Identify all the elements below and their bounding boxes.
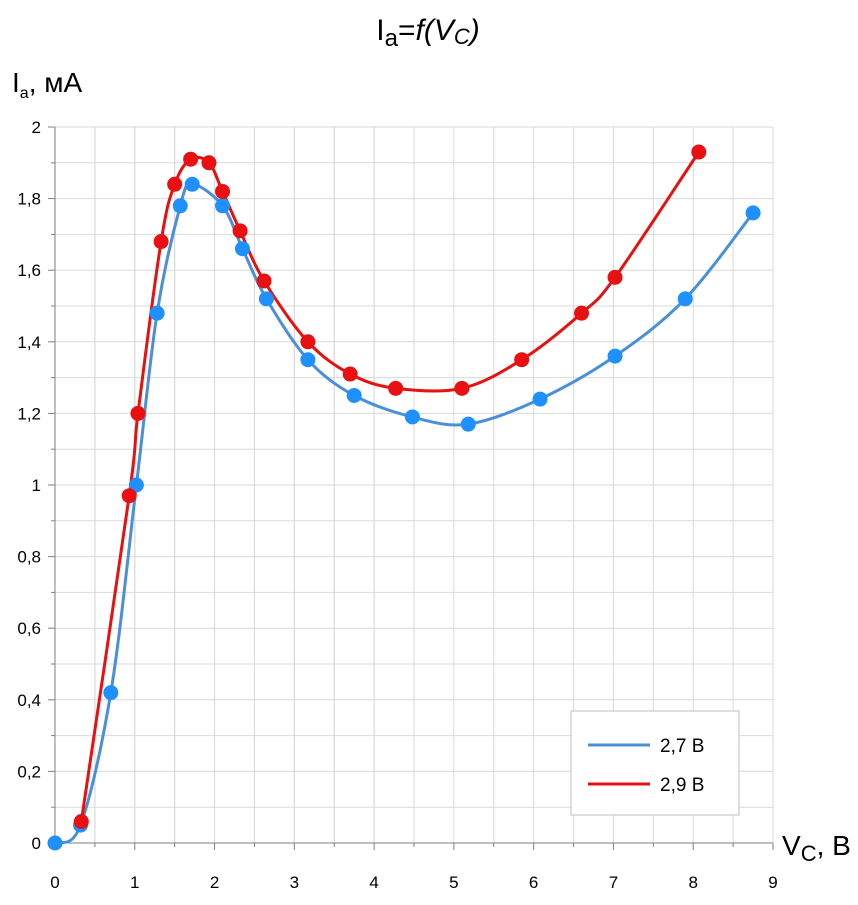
legend-label-series-1: 2,7 В bbox=[660, 736, 704, 757]
data-point-series-1 bbox=[149, 305, 165, 321]
data-point-series-1 bbox=[460, 416, 476, 432]
data-point-series-2 bbox=[691, 144, 707, 160]
data-point-series-2 bbox=[574, 305, 590, 321]
y-axis-title: Ia, мА bbox=[12, 67, 82, 102]
data-point-series-2 bbox=[232, 223, 248, 239]
legend: 2,7 В 2,9 В bbox=[570, 710, 740, 816]
data-point-series-1 bbox=[47, 835, 63, 851]
x-tick-label: 9 bbox=[768, 873, 777, 892]
data-point-series-2 bbox=[183, 151, 199, 167]
data-point-series-2 bbox=[201, 155, 217, 171]
data-point-series-2 bbox=[300, 334, 316, 350]
legend-label-series-2: 2,9 В bbox=[660, 775, 704, 796]
x-axis-title: VC, В bbox=[782, 830, 851, 866]
data-point-series-2 bbox=[130, 405, 146, 421]
legend-box bbox=[570, 710, 740, 816]
data-point-series-2 bbox=[342, 366, 358, 382]
y-tick-label: 0 bbox=[32, 834, 41, 853]
y-tick-label: 1,8 bbox=[17, 190, 41, 209]
x-tick-label: 3 bbox=[290, 873, 299, 892]
data-point-series-2 bbox=[514, 352, 530, 368]
data-point-series-1 bbox=[607, 348, 623, 364]
y-tick-label: 1,4 bbox=[17, 333, 41, 352]
chart-title: Ia=f(VC) bbox=[376, 14, 479, 52]
x-tick-label: 6 bbox=[529, 873, 538, 892]
data-point-series-2 bbox=[454, 380, 470, 396]
x-tick-label: 4 bbox=[369, 873, 378, 892]
data-point-series-1 bbox=[677, 291, 693, 307]
data-point-series-1 bbox=[745, 205, 761, 221]
data-point-series-2 bbox=[121, 488, 137, 504]
x-tick-label: 5 bbox=[449, 873, 458, 892]
axes: 0 0,2 0,4 0,6 0,8 1 1,2 1,4 1,6 1,8 2 0 1 2 3 4 5 6 7 8 9 bbox=[17, 118, 777, 892]
data-point-series-2 bbox=[215, 183, 231, 199]
x-tick-label: 8 bbox=[688, 873, 697, 892]
data-point-series-1 bbox=[404, 409, 420, 425]
data-point-series-2 bbox=[153, 234, 169, 250]
data-point-series-1 bbox=[532, 391, 548, 407]
y-tick-label: 0,8 bbox=[17, 548, 41, 567]
y-tick-label: 1,6 bbox=[17, 261, 41, 280]
y-tick-label: 2 bbox=[32, 118, 41, 137]
y-tick-label: 1 bbox=[32, 476, 41, 495]
data-point-series-2 bbox=[388, 380, 404, 396]
data-point-series-1 bbox=[258, 291, 274, 307]
y-tick-label: 0,2 bbox=[17, 762, 41, 781]
data-point-series-2 bbox=[607, 269, 623, 285]
data-point-series-2 bbox=[256, 273, 272, 289]
x-tick-label: 0 bbox=[50, 873, 59, 892]
y-tick-label: 0,4 bbox=[17, 691, 41, 710]
y-tick-label: 0,6 bbox=[17, 619, 41, 638]
data-point-series-1 bbox=[346, 388, 362, 403]
data-point-series-2 bbox=[73, 814, 89, 830]
x-tick-label: 2 bbox=[210, 873, 219, 892]
data-point-series-1 bbox=[184, 176, 200, 192]
data-point-series-1 bbox=[103, 685, 119, 701]
x-tick-label: 7 bbox=[609, 873, 618, 892]
data-point-series-2 bbox=[167, 176, 183, 192]
x-tick-label: 1 bbox=[130, 873, 139, 892]
y-tick-label: 1,2 bbox=[17, 404, 41, 423]
data-points bbox=[47, 144, 761, 851]
data-point-series-1 bbox=[128, 477, 144, 493]
data-point-series-1 bbox=[234, 241, 250, 257]
data-point-series-1 bbox=[300, 352, 316, 368]
data-point-series-1 bbox=[172, 198, 188, 214]
data-point-series-1 bbox=[215, 198, 231, 214]
